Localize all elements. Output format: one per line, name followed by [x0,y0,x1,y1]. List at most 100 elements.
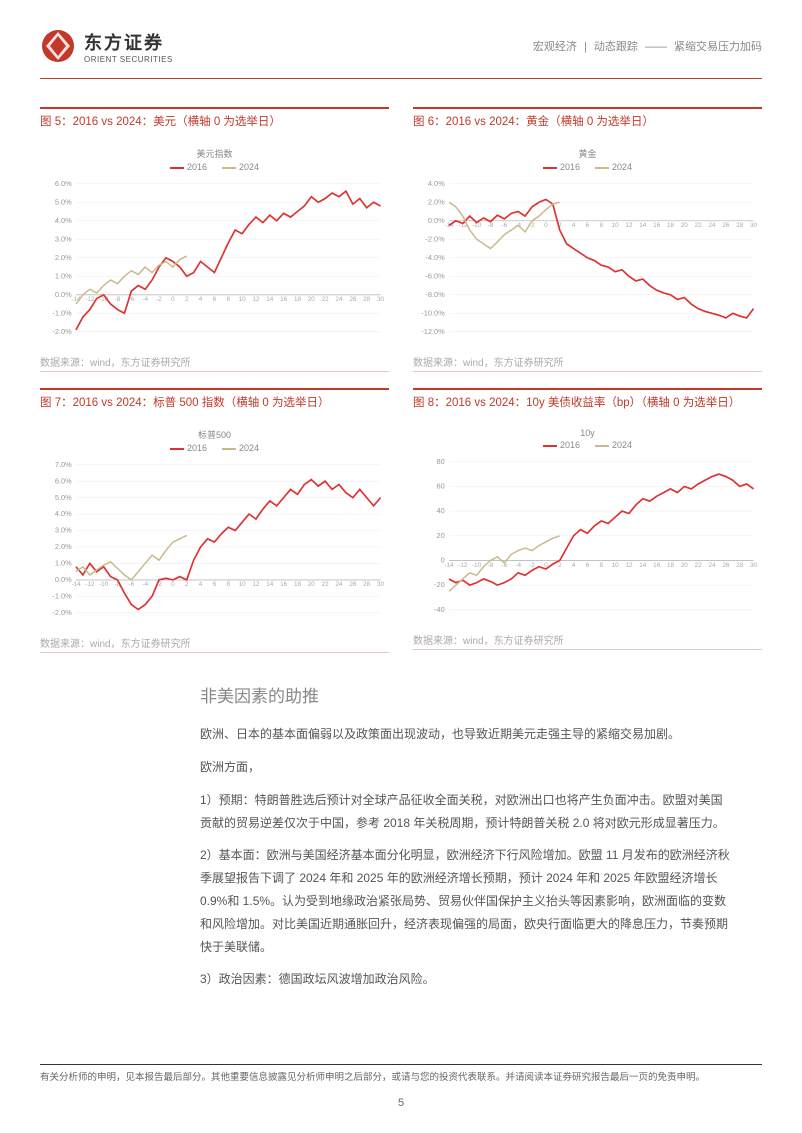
chart-5-leg2: 2024 [239,162,259,172]
chart-6-svg: 4.0%2.0%0.0%-2.0%-4.0%-6.0%-8.0%-10.0%-1… [413,172,762,352]
chart-6-leg2: 2024 [612,162,632,172]
svg-text:0: 0 [544,222,548,229]
svg-text:4: 4 [199,581,203,588]
svg-text:2: 2 [185,296,189,303]
svg-text:18: 18 [667,222,675,229]
svg-text:10: 10 [239,581,247,588]
svg-text:-1.0%: -1.0% [52,591,72,600]
chart-6-source: 数据来源：wind，东方证券研究所 [413,352,762,372]
svg-text:26: 26 [349,296,357,303]
svg-text:4: 4 [572,562,576,569]
svg-text:8: 8 [226,296,230,303]
svg-text:22: 22 [322,581,330,588]
svg-text:24: 24 [708,222,716,229]
svg-text:28: 28 [363,581,371,588]
svg-text:5.0%: 5.0% [55,493,72,502]
footer-divider [40,1064,762,1065]
svg-text:-14: -14 [444,562,454,569]
para-1: 欧洲、日本的基本面偏弱以及政策面出现波动，也导致近期美元走强主导的紧缩交易加剧。 [200,723,732,746]
svg-text:-12: -12 [85,581,95,588]
svg-text:30: 30 [377,581,385,588]
svg-text:-8.0%: -8.0% [425,290,445,299]
header-cat-b: 动态跟踪 [594,41,638,53]
body-text: 非美因素的助推 欧洲、日本的基本面偏弱以及政策面出现波动，也导致近期美元走强主导… [0,661,802,1011]
svg-text:2.0%: 2.0% [55,253,72,262]
svg-text:12: 12 [625,562,633,569]
chart-6-title: 图 6：2016 vs 2024：黄金（横轴 0 为选举日） [413,107,762,141]
svg-text:16: 16 [280,581,288,588]
logo-text-en: ORIENT SECURITIES [84,55,173,64]
svg-text:28: 28 [736,222,744,229]
chart-8-svg: 806040200-20-40-14-12-10-8-6-4-202468101… [413,450,762,630]
svg-text:22: 22 [695,562,703,569]
chart-6: 图 6：2016 vs 2024：黄金（横轴 0 为选举日） 黄金 2016 2… [413,107,762,372]
svg-text:10: 10 [612,222,620,229]
svg-text:0.0%: 0.0% [428,216,445,225]
chart-6-subtitle: 黄金 [413,147,762,160]
svg-text:1.0%: 1.0% [55,559,72,568]
svg-text:-12: -12 [458,562,468,569]
svg-text:24: 24 [335,581,343,588]
svg-text:-6.0%: -6.0% [425,271,445,280]
page-footer: 有关分析师的申明，见本报告最后部分。其他重要信息披露见分析师申明之后部分，或请与… [40,1064,762,1109]
chart-5-subtitle: 美元指数 [40,147,389,160]
chart-5-legend: 美元指数 2016 2024 [40,141,389,172]
svg-text:0: 0 [171,581,175,588]
svg-text:12: 12 [252,296,260,303]
svg-text:22: 22 [322,296,330,303]
chart-8-subtitle: 10y [413,428,762,438]
svg-text:8: 8 [226,581,230,588]
svg-text:18: 18 [667,562,675,569]
svg-text:24: 24 [708,562,716,569]
chart-7-svg: 7.0%6.0%5.0%4.0%3.0%2.0%1.0%0.0%-1.0%-2.… [40,453,389,633]
chart-7-legend: 标普500 2016 2024 [40,422,389,453]
svg-text:-2.0%: -2.0% [52,327,72,336]
logo-block: 东方证券 ORIENT SECURITIES [40,28,173,64]
svg-text:4.0%: 4.0% [55,216,72,225]
footer-disclaimer: 有关分析师的申明，见本报告最后部分。其他重要信息披露见分析师申明之后部分，或请与… [40,1069,762,1083]
para-2: 欧洲方面， [200,756,732,779]
svg-text:20: 20 [681,562,689,569]
chart-5: 图 5：2016 vs 2024：美元（横轴 0 为选举日） 美元指数 2016… [40,107,389,372]
svg-text:-20: -20 [434,580,445,589]
svg-text:60: 60 [436,482,444,491]
svg-text:12: 12 [252,581,260,588]
svg-text:0.0%: 0.0% [55,290,72,299]
svg-text:-14: -14 [71,581,81,588]
svg-text:-10: -10 [99,581,109,588]
svg-text:18: 18 [294,296,302,303]
svg-text:5.0%: 5.0% [55,197,72,206]
svg-text:20: 20 [308,581,316,588]
svg-text:2: 2 [185,581,189,588]
svg-text:4.0%: 4.0% [428,179,445,188]
svg-text:6: 6 [586,562,590,569]
page-header: 东方证券 ORIENT SECURITIES 宏观经济 | 动态跟踪 —— 紧缩… [0,0,802,74]
svg-text:-1.0%: -1.0% [52,308,72,317]
svg-text:8: 8 [599,222,603,229]
svg-text:-4.0%: -4.0% [425,253,445,262]
chart-7-subtitle: 标普500 [40,428,389,441]
svg-text:30: 30 [750,222,758,229]
chart-6-legend: 黄金 2016 2024 [413,141,762,172]
svg-text:-2.0%: -2.0% [425,234,445,243]
svg-text:-2.0%: -2.0% [52,608,72,617]
chart-8-legend: 10y 2016 2024 [413,422,762,450]
header-right: 宏观经济 | 动态跟踪 —— 紧缩交易压力加码 [533,38,762,54]
chart-8-leg2: 2024 [612,440,632,450]
svg-text:22: 22 [695,222,703,229]
svg-text:-4: -4 [142,581,148,588]
svg-text:4: 4 [199,296,203,303]
svg-text:0.0%: 0.0% [55,575,72,584]
svg-text:14: 14 [639,222,647,229]
svg-text:1.0%: 1.0% [55,271,72,280]
header-cat-a: 宏观经济 [533,41,577,53]
svg-text:-4: -4 [142,296,148,303]
svg-text:16: 16 [653,562,661,569]
svg-text:4: 4 [572,222,576,229]
svg-text:8: 8 [599,562,603,569]
para-5: 3）政治因素：德国政坛风波增加政治风险。 [200,968,732,991]
svg-text:26: 26 [349,581,357,588]
svg-text:-6: -6 [129,581,135,588]
section-heading: 非美因素的助推 [200,681,732,713]
svg-text:12: 12 [625,222,633,229]
